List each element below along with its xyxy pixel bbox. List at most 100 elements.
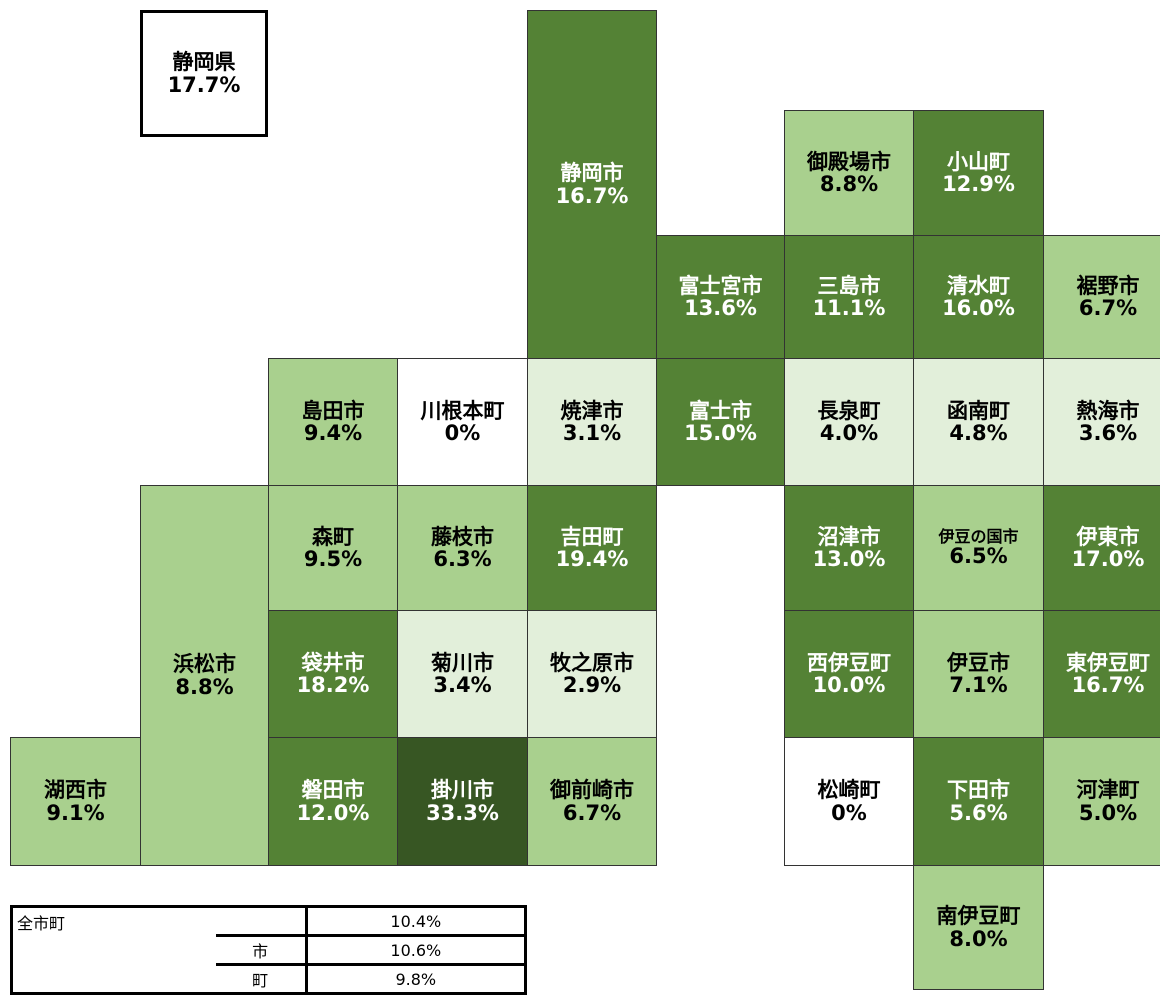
summary-table: 全市町 10.4% 市 10.6% 町 9.8% (10, 905, 527, 995)
municipality-tile: 島田市 9.4% (268, 358, 398, 486)
municipality-tile: 長泉町 4.0% (784, 358, 914, 486)
cell: 全市町 (17, 913, 66, 933)
municipality-value: 6.3% (433, 547, 492, 571)
cell (216, 907, 307, 936)
prefecture-value: 17.7% (167, 72, 241, 97)
municipality-name: 清水町 (947, 273, 1010, 298)
municipality-value: 12.0% (296, 800, 370, 825)
municipality-name: 南伊豆町 (936, 904, 1021, 929)
cell: 10.6% (304, 934, 526, 965)
municipality-name: 東伊豆町 (1066, 650, 1150, 675)
municipality-value: 3.1% (562, 421, 622, 445)
municipality-tile: 沼津市 13.0% (784, 485, 914, 611)
municipality-value: 6.5% (949, 544, 1008, 569)
municipality-tile: 裾野市 6.7% (1043, 235, 1160, 359)
municipality-value: 8.8% (819, 172, 879, 196)
municipality-tile: 伊豆の国市 6.5% (913, 485, 1044, 611)
municipality-tile: 河津町 5.0% (1043, 737, 1160, 866)
municipality-value: 5.6% (949, 800, 1008, 825)
municipality-value: 3.6% (1078, 421, 1138, 445)
municipality-tile: 吉田町 19.4% (527, 485, 657, 611)
municipality-name: 沼津市 (817, 524, 881, 549)
municipality-value: 10.0% (812, 673, 886, 697)
municipality-value: 19.4% (555, 547, 629, 571)
municipality-name: 菊川市 (431, 650, 494, 675)
cell: 10.4% (304, 906, 526, 936)
municipality-value: 16.0% (942, 296, 1015, 320)
municipality-name: 富士市 (689, 398, 752, 423)
municipality-value: 8.8% (175, 674, 234, 699)
municipality-name: 御前崎市 (550, 778, 634, 803)
municipality-value: 4.8% (949, 421, 1008, 445)
municipality-name: 河津町 (1076, 778, 1140, 803)
municipality-tile: 松崎町 0% (784, 737, 914, 866)
cell: 町 (215, 963, 307, 994)
municipality-tile: 藤枝市 6.3% (397, 485, 528, 611)
municipality-tile: 三島市 11.1% (784, 235, 914, 359)
prefecture-tile: 静岡県 17.7% (140, 10, 268, 137)
cell: 市 (215, 934, 307, 965)
municipality-name: 裾野市 (1076, 273, 1140, 298)
municipality-tile: 御殿場市 8.8% (784, 110, 914, 236)
municipality-value: 16.7% (555, 183, 629, 208)
cell (12, 936, 216, 965)
municipality-value: 18.2% (296, 673, 370, 697)
municipality-name: 焼津市 (560, 398, 624, 423)
municipality-tile: 伊東市 17.0% (1043, 485, 1160, 611)
municipality-tile: 小山町 12.9% (913, 110, 1044, 236)
municipality-tile: 伊豆市 7.1% (913, 610, 1044, 738)
municipality-name: 松崎町 (817, 778, 881, 803)
municipality-name: 小山町 (947, 149, 1010, 174)
municipality-name: 函南町 (947, 398, 1010, 423)
municipality-name: 森町 (312, 524, 354, 549)
municipality-value: 13.6% (684, 296, 757, 320)
municipality-tile: 湖西市 9.1% (10, 737, 141, 866)
municipality-tile: 富士宮市 13.6% (656, 235, 785, 359)
municipality-value: 0% (444, 421, 481, 445)
municipality-value: 6.7% (1078, 296, 1138, 320)
municipality-name: 富士宮市 (678, 273, 763, 298)
municipality-value: 13.0% (812, 547, 886, 571)
municipality-tile: 下田市 5.6% (913, 737, 1044, 866)
municipality-name: 吉田町 (560, 524, 624, 549)
municipality-value: 6.7% (562, 800, 622, 825)
municipality-value: 9.1% (46, 800, 105, 825)
municipality-name: 伊豆市 (947, 650, 1010, 675)
municipality-name: 御殿場市 (807, 149, 891, 174)
municipality-tile: 菊川市 3.4% (397, 610, 528, 738)
municipality-tile: 静岡市 16.7% (527, 10, 657, 359)
municipality-tile: 浜松市 8.8% (140, 485, 269, 866)
municipality-value: 15.0% (684, 421, 757, 445)
municipality-value: 11.1% (812, 296, 886, 320)
municipality-value: 9.4% (303, 421, 363, 445)
municipality-value: 4.0% (819, 421, 879, 445)
municipality-name: 下田市 (947, 778, 1010, 803)
municipality-tile: 川根本町 0% (397, 358, 528, 486)
municipality-name: 伊豆の国市 (938, 526, 1019, 546)
municipality-tile: 富士市 15.0% (656, 358, 785, 486)
cell: 9.8% (304, 963, 526, 994)
municipality-value: 2.9% (562, 673, 622, 697)
municipality-name: 島田市 (301, 398, 365, 423)
municipality-name: 牧之原市 (550, 650, 634, 675)
municipality-name: 藤枝市 (431, 524, 494, 549)
prefecture-name: 静岡県 (172, 50, 236, 75)
municipality-value: 3.4% (433, 673, 492, 697)
municipality-tile: 西伊豆町 10.0% (784, 610, 914, 738)
municipality-tile: 函南町 4.8% (913, 358, 1044, 486)
municipality-value: 0% (831, 800, 867, 825)
municipality-name: 袋井市 (301, 650, 365, 675)
municipality-tile: 清水町 16.0% (913, 235, 1044, 359)
municipality-tile: 焼津市 3.1% (527, 358, 657, 486)
municipality-name: 熱海市 (1076, 398, 1140, 423)
municipality-tile: 東伊豆町 16.7% (1043, 610, 1160, 738)
municipality-name: 川根本町 (420, 398, 505, 423)
municipality-tile: 袋井市 18.2% (268, 610, 398, 738)
municipality-tile: 牧之原市 2.9% (527, 610, 657, 738)
municipality-tile: 森町 9.5% (268, 485, 398, 611)
cell (12, 965, 216, 994)
municipality-value: 16.7% (1071, 673, 1145, 697)
municipality-tile: 御前崎市 6.7% (527, 737, 657, 866)
municipality-name: 浜松市 (173, 652, 236, 677)
